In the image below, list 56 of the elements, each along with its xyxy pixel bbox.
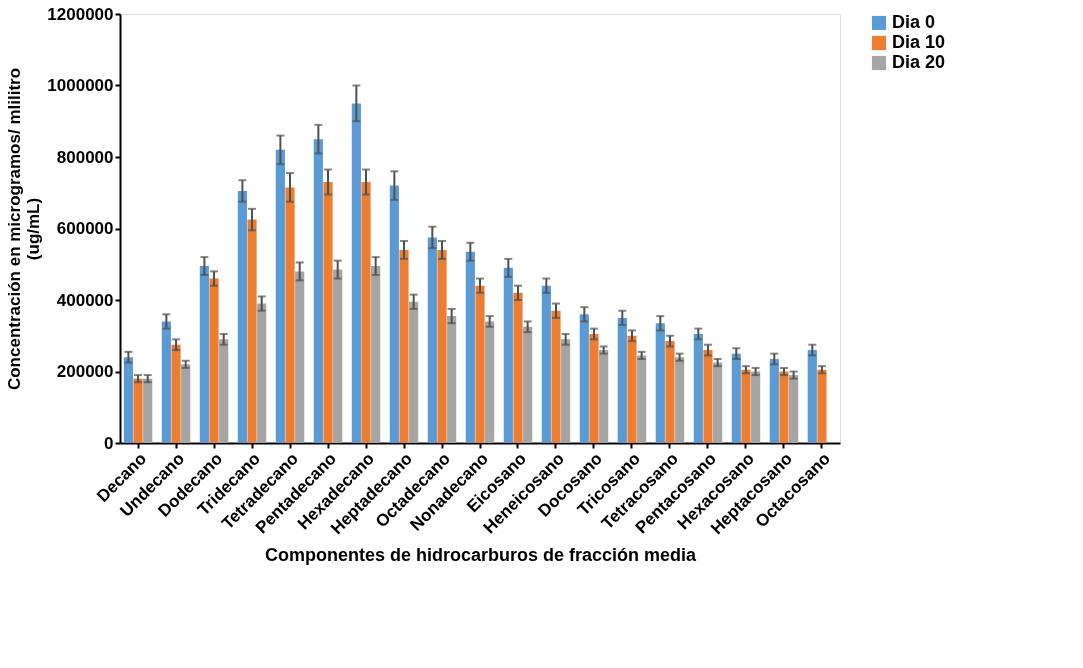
bar — [275, 149, 285, 443]
bar — [323, 182, 333, 443]
bar — [199, 266, 209, 443]
bar — [257, 303, 267, 443]
bar — [655, 323, 665, 443]
bar — [551, 310, 561, 443]
bar — [731, 353, 741, 443]
legend-label: Dia 20 — [892, 52, 946, 72]
y-tick-label: 0 — [104, 433, 114, 453]
legend-label: Dia 10 — [892, 32, 946, 52]
bar — [399, 249, 409, 443]
bar — [313, 139, 323, 443]
y-axis-title: Concentración en microgramos/ mlilitro (ug/mL) — [5, 67, 44, 391]
bar — [437, 249, 447, 443]
y-tick-label: 400000 — [56, 290, 114, 310]
bar — [465, 251, 475, 443]
bar — [503, 267, 513, 443]
bar — [693, 333, 703, 443]
bar — [171, 344, 181, 443]
bar — [351, 103, 361, 443]
bar — [209, 278, 219, 443]
bar — [247, 219, 257, 443]
bar — [627, 335, 637, 443]
bar — [389, 185, 399, 443]
y-tick-label: 800000 — [56, 147, 114, 167]
bar — [161, 321, 171, 443]
bar — [513, 292, 523, 443]
bar — [361, 182, 371, 443]
y-tick-label: 1200000 — [47, 4, 114, 24]
y-tick-label: 200000 — [56, 362, 114, 381]
bar — [409, 301, 419, 443]
bar — [769, 358, 779, 443]
bar — [427, 237, 437, 443]
bar — [579, 314, 589, 443]
bar — [541, 285, 551, 443]
bar — [237, 190, 247, 443]
bar — [333, 269, 343, 443]
legend-label: Dia 0 — [892, 12, 936, 32]
bar — [285, 187, 295, 443]
bar — [371, 266, 381, 443]
bar — [475, 285, 485, 443]
bar — [485, 321, 495, 443]
bar — [561, 339, 571, 443]
bar — [807, 350, 817, 443]
bar — [703, 350, 713, 443]
bar — [295, 271, 305, 443]
bar — [589, 333, 599, 443]
bar — [665, 341, 675, 443]
x-axis-title: Componentes de hidrocarburos de fracción media — [264, 545, 698, 566]
bar — [219, 339, 229, 443]
y-tick-label: 600000 — [56, 219, 114, 238]
bar — [447, 316, 457, 443]
bar — [617, 317, 627, 443]
bar — [123, 357, 133, 443]
bar — [523, 326, 533, 443]
y-tick-label: 1000000 — [47, 76, 114, 95]
